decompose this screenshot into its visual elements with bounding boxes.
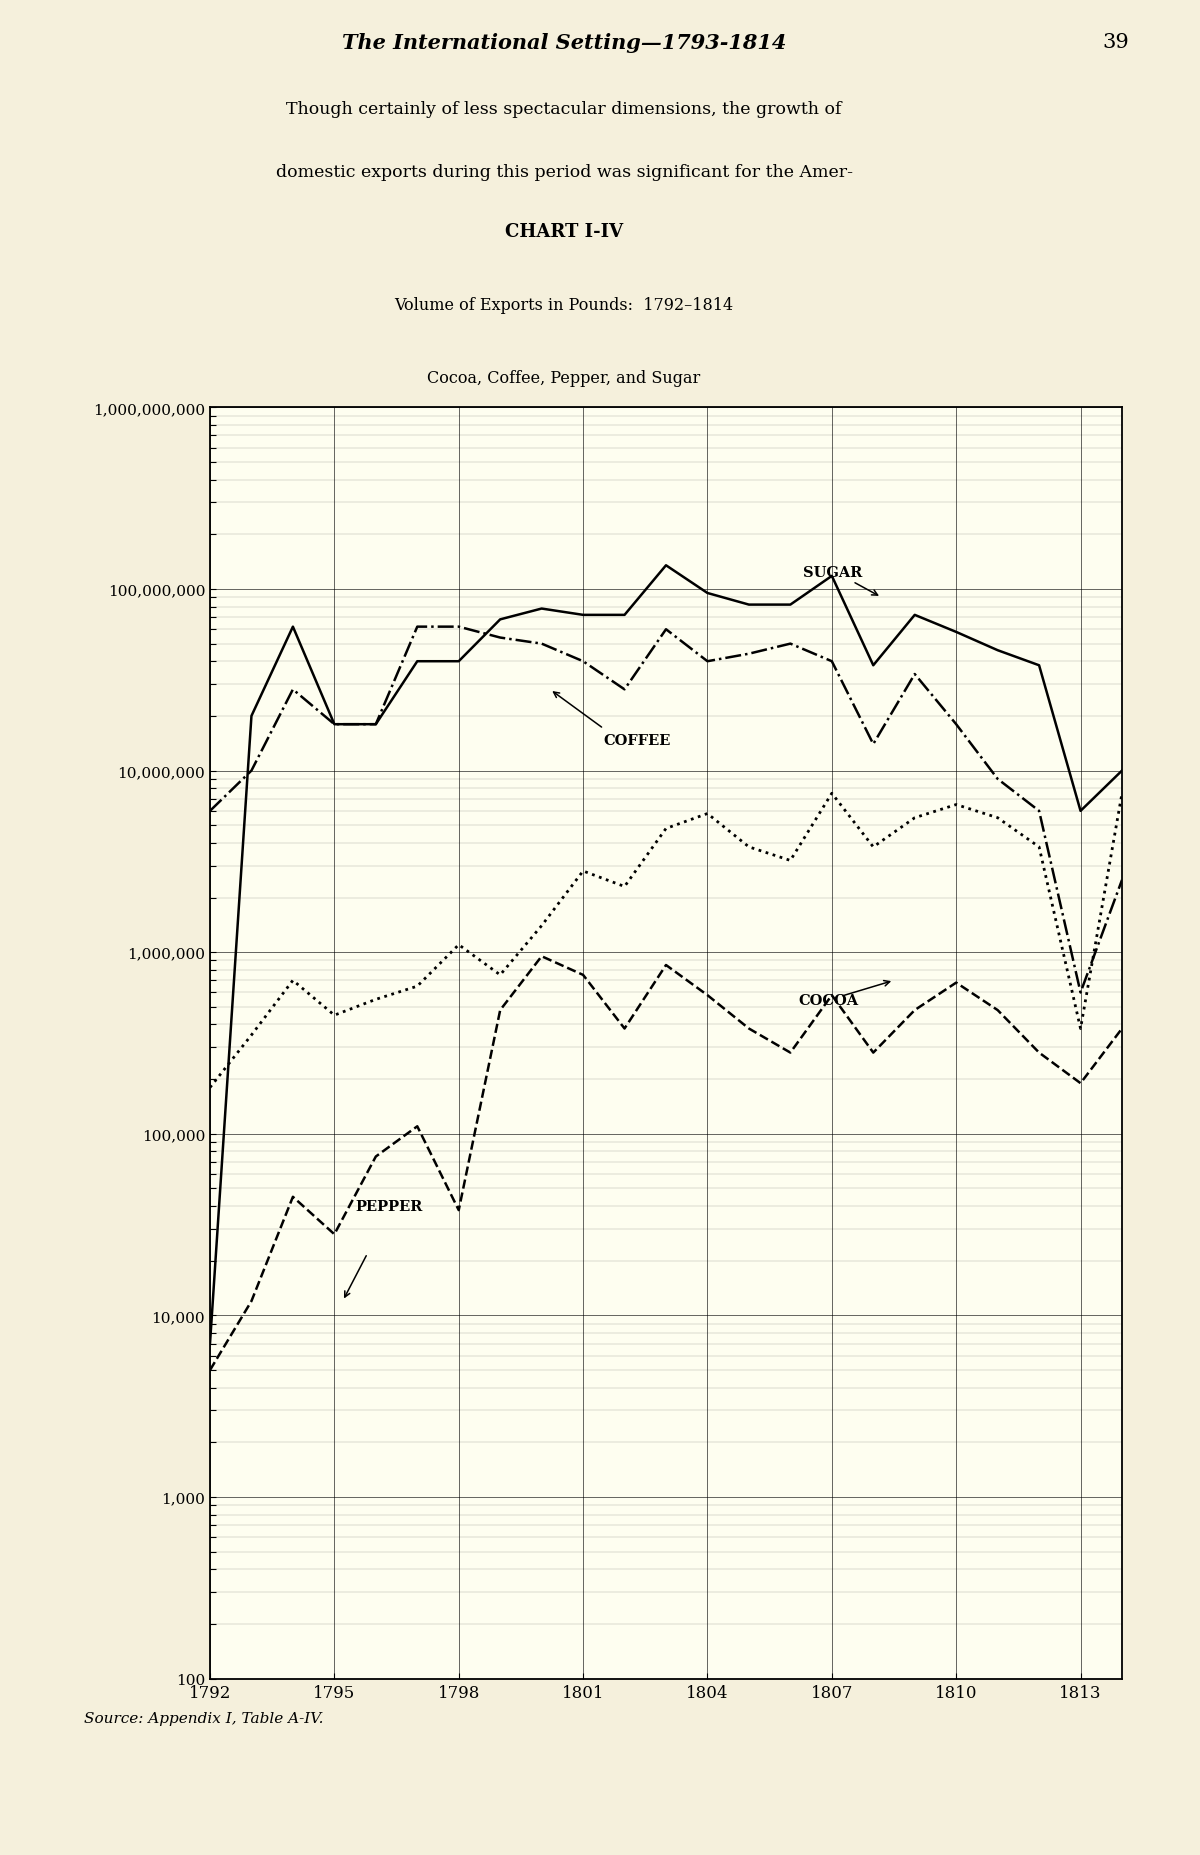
Text: COCOA: COCOA — [799, 992, 859, 1007]
Text: CHART I-IV: CHART I-IV — [505, 223, 623, 241]
Text: domestic exports during this period was significant for the Amer-: domestic exports during this period was … — [276, 163, 852, 182]
Text: PEPPER: PEPPER — [355, 1200, 422, 1213]
Text: Cocoa, Coffee, Pepper, and Sugar: Cocoa, Coffee, Pepper, and Sugar — [427, 369, 701, 388]
Text: The International Setting—1793-1814: The International Setting—1793-1814 — [342, 33, 786, 52]
Text: Though certainly of less spectacular dimensions, the growth of: Though certainly of less spectacular dim… — [287, 100, 841, 119]
Text: COFFEE: COFFEE — [604, 733, 671, 748]
Text: 39: 39 — [1103, 33, 1129, 52]
Text: Volume of Exports in Pounds:  1792–1814: Volume of Exports in Pounds: 1792–1814 — [395, 297, 733, 313]
Text: Source: Appendix I, Table A-IV.: Source: Appendix I, Table A-IV. — [84, 1710, 324, 1725]
Text: SUGAR: SUGAR — [803, 566, 862, 579]
